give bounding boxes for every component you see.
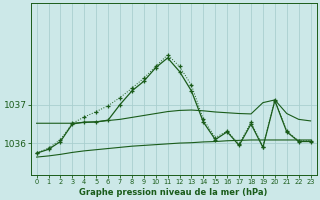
X-axis label: Graphe pression niveau de la mer (hPa): Graphe pression niveau de la mer (hPa) [79,188,268,197]
